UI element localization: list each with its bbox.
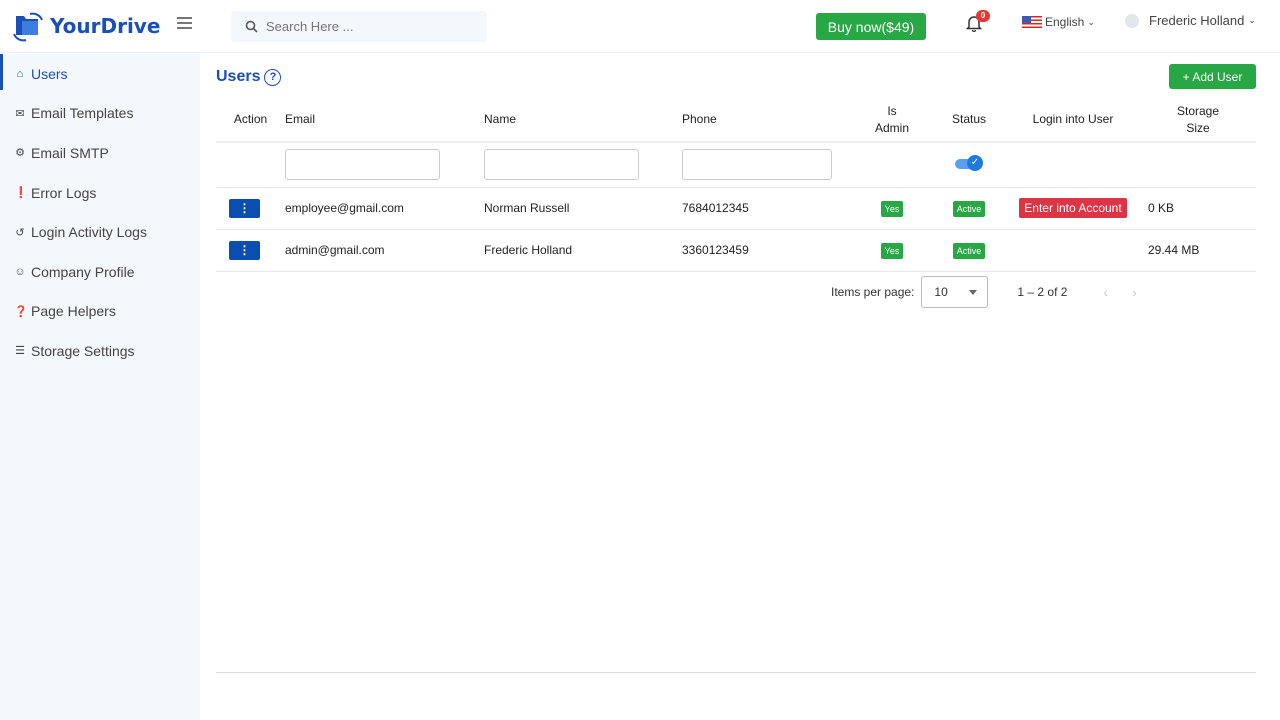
sidebar-item-label: Email SMTP [31, 144, 109, 161]
sidebar-item-label: Login Activity Logs [31, 224, 147, 241]
sidebar-item-label: Page Helpers [31, 303, 116, 320]
sidebar-item-login-activity-logs[interactable]: ↺ Login Activity Logs [0, 212, 200, 252]
sidebar-item-storage-settings[interactable]: ☰ Storage Settings [0, 331, 200, 371]
email-cell: admin@gmail.com [285, 229, 484, 272]
sidebar-item-company-profile[interactable]: ☺ Company Profile [0, 252, 200, 292]
notification-badge: 0 [976, 10, 990, 22]
question-circle-icon: ❓ [14, 305, 28, 318]
users-table: Action Email Name Phone Is Admin Status … [216, 98, 1256, 272]
footer-divider [216, 672, 1256, 673]
sidebar-item-page-helpers[interactable]: ❓ Page Helpers [0, 292, 200, 332]
col-name[interactable]: Name [484, 98, 682, 143]
name-cell: Norman Russell [484, 187, 682, 230]
page-title-text: Users [216, 68, 261, 85]
items-per-page-select[interactable]: 10 [921, 276, 989, 308]
top-bar: YourDrive Buy now($49) 0 English ⌄ Frede… [0, 0, 1280, 53]
buy-now-button[interactable]: Buy now($49) [816, 13, 926, 40]
add-user-label: Add User [1192, 69, 1243, 84]
history-icon: ↺ [15, 226, 25, 239]
sidebar-item-email-smtp[interactable]: ⚙ Email SMTP [0, 133, 200, 173]
col-action: Action [216, 98, 285, 143]
name-cell: Frederic Holland [484, 229, 682, 272]
row-actions-button[interactable]: ⋮ [229, 240, 260, 260]
email-cell: employee@gmail.com [285, 187, 484, 230]
status-filter-toggle[interactable]: ✓ [955, 155, 983, 172]
sidebar-item-label: Users [31, 65, 68, 82]
logo-icon [13, 12, 43, 42]
sidebar: ⌂ Users ✉ Email Templates ⚙ Email SMTP ❗ Err… [0, 54, 200, 720]
row-actions-button[interactable]: ⋮ [229, 198, 260, 218]
user-name: Frederic Holland [1149, 13, 1245, 28]
col-storage[interactable]: Storage Size [1140, 98, 1256, 143]
us-flag-icon [1022, 15, 1042, 29]
items-per-page-label: Items per page: [831, 285, 915, 299]
storage-cell: 29.44 MB [1140, 229, 1256, 272]
sidebar-item-error-logs[interactable]: ❗ Error Logs [0, 173, 200, 213]
col-is-admin[interactable]: Is Admin [852, 98, 932, 143]
admin-badge: Yes [880, 243, 904, 259]
exclamation-circle-icon: ❗ [14, 187, 28, 200]
col-status[interactable]: Status [932, 98, 1006, 143]
logo[interactable]: YourDrive [12, 10, 160, 42]
mail-template-icon: ✉ [15, 107, 25, 120]
chevron-down-icon: ⌄ [1087, 16, 1095, 27]
caret-down-icon [969, 289, 978, 295]
search-box[interactable] [231, 11, 487, 42]
sidebar-item-label: Company Profile [31, 263, 135, 280]
help-icon[interactable]: ? [264, 68, 282, 86]
chevron-down-icon: ⌄ [1248, 15, 1256, 25]
search-input[interactable] [266, 19, 466, 34]
status-badge: Active [952, 243, 986, 259]
col-phone[interactable]: Phone [682, 98, 852, 143]
paginator: Items per page: 10 1 – 2 of 2 ‹ › [831, 276, 1137, 308]
brand-name: YourDrive [50, 14, 161, 38]
previous-page-icon[interactable]: ‹ [1103, 284, 1109, 300]
next-page-icon[interactable]: › [1132, 284, 1137, 300]
check-icon: ✓ [967, 155, 983, 172]
menu-toggle-icon[interactable] [177, 17, 192, 32]
page-title: Users? [216, 68, 282, 86]
avatar [1125, 13, 1139, 28]
per-page-value: 10 [934, 285, 948, 299]
col-email[interactable]: Email [285, 98, 484, 143]
sidebar-item-email-templates[interactable]: ✉ Email Templates [0, 94, 200, 134]
page-range: 1 – 2 of 2 [1017, 285, 1068, 299]
email-filter-input[interactable] [285, 149, 440, 181]
add-user-button[interactable]: + Add User [1169, 64, 1256, 89]
name-filter-input[interactable] [484, 149, 639, 181]
table-row: ⋮ employee@gmail.com Norman Russell 7684… [216, 187, 1256, 230]
status-badge: Active [952, 201, 986, 217]
home-icon: ⌂ [16, 67, 24, 80]
storage-cell: 0 KB [1140, 187, 1256, 230]
phone-cell: 7684012345 [682, 187, 852, 230]
sidebar-item-label: Email Templates [31, 105, 134, 122]
user-menu[interactable]: Frederic Holland ⌄ [1125, 13, 1256, 28]
admin-badge: Yes [880, 201, 904, 217]
list-icon: ☰ [15, 345, 25, 358]
plus-icon: + [1182, 69, 1190, 84]
sidebar-item-label: Storage Settings [31, 342, 135, 359]
language-selector[interactable]: English ⌄ [1022, 15, 1095, 29]
phone-cell: 3360123459 [682, 229, 852, 272]
user-circle-icon: ☺ [14, 265, 26, 278]
gear-icon: ⚙ [15, 147, 25, 160]
sidebar-item-label: Error Logs [31, 184, 97, 201]
table-row: ⋮ admin@gmail.com Frederic Holland 33601… [216, 229, 1256, 272]
search-icon [245, 20, 258, 33]
col-login: Login into User [1006, 98, 1140, 143]
language-label: English [1045, 15, 1085, 29]
enter-account-button[interactable]: Enter into Account [1019, 198, 1127, 218]
phone-filter-input[interactable] [682, 149, 832, 181]
sidebar-item-users[interactable]: ⌂ Users [0, 54, 200, 94]
